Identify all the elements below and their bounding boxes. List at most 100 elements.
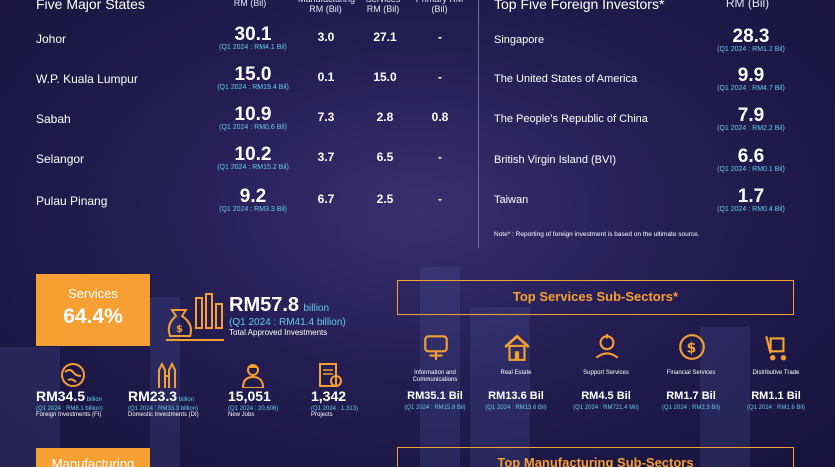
stat-label: Projects	[311, 412, 333, 418]
stat-q1: (Q1 2024 : 1,313)	[311, 406, 359, 412]
investor-q1: (Q1 2024 : RM4.7 Bil)	[717, 85, 785, 92]
stat-value: RM23.3	[128, 388, 178, 404]
stat-value: 15,051	[228, 388, 271, 404]
state-pri: -	[438, 150, 442, 164]
stat-value: 1,342	[311, 388, 347, 404]
state-total: 15.0	[234, 64, 272, 85]
investor-name: British Virgin Island (BVI)	[494, 154, 617, 166]
manufacturing-card: Manufacturing	[36, 448, 150, 467]
subsector-q1: (Q1 2024 : RM15.8 Bil)	[404, 405, 466, 411]
services-card: Services 64.4%	[36, 274, 150, 346]
state-q1: (Q1 2024 : RM4.1 Bil)	[219, 44, 287, 51]
col-manufacturing: Manufacturing RM (Bil)	[298, 0, 355, 14]
state-svc: 15.0	[373, 70, 397, 84]
state-svc: 2.8	[376, 110, 394, 124]
state-mfg: 3.7	[317, 150, 335, 164]
document-icon	[318, 362, 342, 393]
states-title: Five Major States	[36, 0, 145, 12]
state-mfg: 6.7	[317, 192, 335, 206]
state-q1: (Q1 2024 : RM0.6 Bil)	[219, 124, 287, 131]
state-total: 10.2	[234, 144, 272, 165]
stat-q1: (Q1 2024 : RM8.1 billion)	[36, 406, 103, 412]
investor-q1: (Q1 2024 : RM2.2 Bil)	[717, 125, 785, 132]
services-total-unit: billion	[303, 303, 330, 314]
state-pri: -	[438, 30, 442, 44]
divider	[478, 0, 479, 248]
stat-block: 15,051 (Q1 2024 : 20,606) New Jobs	[228, 388, 323, 418]
state-q1: (Q1 2024 : RM15.2 Bil)	[217, 164, 289, 171]
investors-title: Top Five Foreign Investors*	[494, 0, 665, 12]
subsector-label: Distributive Trade	[752, 370, 800, 376]
state-svc: 27.1	[373, 30, 397, 44]
stat-block: RM34.5 billion (Q1 2024 : RM8.1 billion) F…	[36, 388, 131, 418]
support-gear-icon	[592, 332, 622, 367]
col-services: Services RM (Bil)	[366, 0, 401, 14]
state-total: 9.2	[239, 186, 267, 207]
state-pri: -	[438, 192, 442, 206]
state-mfg: 0.1	[317, 70, 335, 84]
subsector-value: RM1.7 Bil	[666, 390, 716, 402]
subsector-q1: (Q1 2024 : RM2.3 Bil)	[661, 405, 721, 411]
services-total: RM57.8	[229, 294, 300, 316]
investor-q1: (Q1 2024 : RM1.2 Bil)	[717, 46, 785, 53]
stat-label: Foreign Investments (FI)	[36, 412, 102, 418]
subsector-q1: (Q1 2024 : RM1.6 Bil)	[746, 405, 806, 411]
services-subsectors-title: Top Services Sub-Sectors*	[397, 280, 794, 315]
cloud-computer-icon	[421, 332, 451, 367]
investor-name: Singapore	[494, 34, 545, 46]
stat-unit: billion	[177, 397, 195, 403]
investor-q1: (Q1 2024 : RM0.4 Bil)	[717, 206, 785, 213]
state-pri: -	[438, 70, 442, 84]
services-total-block: RM57.8 billion (Q1 2024 : RM41.4 billion…	[229, 294, 346, 337]
subsector-q1: (Q1 2024 : RM13.6 Bil)	[485, 405, 547, 411]
stat-block: RM23.3 billion (Q1 2024 : RM33.3 billion)…	[128, 388, 223, 418]
stat-q1: (Q1 2024 : RM33.3 billion)	[128, 406, 199, 412]
worker-icon	[240, 362, 266, 393]
subsector-q1: (Q1 2024 : RM721.4 Mil)	[573, 405, 639, 411]
investors-col: RM (Bil)	[725, 0, 770, 10]
state-q1: (Q1 2024 : RM19.4 Bil)	[217, 84, 289, 91]
state-q1: (Q1 2024 : RM3.3 Bil)	[219, 206, 287, 213]
investor-total: 28.3	[732, 26, 770, 47]
city-building	[470, 307, 530, 467]
investor-name: Taiwan	[494, 194, 529, 206]
investor-q1: (Q1 2024 : RM0.1 Bil)	[717, 166, 785, 173]
investor-total: 6.6	[737, 146, 765, 167]
subsector-label: Information and Communications	[412, 370, 458, 383]
state-name: W.P. Kuala Lumpur	[36, 72, 138, 86]
city-building	[700, 327, 750, 467]
services-pct: 64.4%	[63, 305, 123, 328]
investor-total: 7.9	[737, 105, 765, 126]
stat-block: 1,342 (Q1 2024 : 1,313) Projects	[311, 388, 406, 418]
stat-unit: billion	[85, 397, 103, 403]
state-mfg: 7.3	[317, 110, 335, 124]
svg-text:$: $	[687, 340, 697, 356]
subsector-value: RM4.5 Bil	[581, 390, 631, 402]
subsector-value: RM13.6 Bil	[488, 390, 544, 402]
stat-label: Domestic Investments (DI)	[128, 412, 199, 418]
state-svc: 6.5	[376, 150, 394, 164]
state-mfg: 3.0	[317, 30, 335, 44]
money-bag-icon: $	[166, 290, 224, 347]
state-name: Selangor	[36, 152, 85, 166]
investor-name: The People’s Republic of China	[494, 113, 648, 125]
house-icon	[502, 332, 532, 367]
trolley-icon	[762, 332, 792, 367]
stat-q1: (Q1 2024 : 20,606)	[228, 406, 279, 412]
city-building	[0, 347, 60, 467]
state-name: Pulau Pinang	[36, 194, 108, 208]
globe-icon	[60, 362, 86, 393]
subsector-label: Support Services	[583, 370, 629, 376]
services-total-label: Total Approved Investments	[229, 328, 328, 337]
twin-towers-icon	[155, 361, 179, 393]
services-label: Services	[68, 286, 118, 301]
state-total: 10.9	[234, 104, 272, 125]
city-building	[420, 267, 460, 467]
state-name: Sabah	[36, 112, 71, 126]
investors-note: Note* : Reporting of foreign investment …	[494, 231, 700, 238]
subsector-label: Financial Services	[666, 370, 716, 376]
svg-text:$: $	[176, 324, 183, 335]
investor-total: 1.7	[737, 186, 765, 207]
subsector-value: RM1.1 Bil	[751, 390, 801, 402]
subsector-label: Real Estate	[500, 370, 532, 376]
